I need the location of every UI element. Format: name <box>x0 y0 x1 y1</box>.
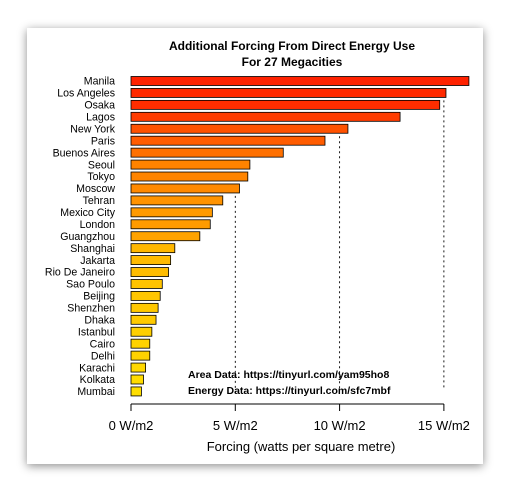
bar-tokyo <box>130 171 249 182</box>
bar-guangzhou <box>130 231 201 242</box>
category-label: Mexico City <box>60 207 115 219</box>
category-label: Manila <box>84 76 115 88</box>
bar-rio-de-janeiro <box>130 267 169 277</box>
bar-manila <box>130 76 470 86</box>
category-label: Karachi <box>79 362 115 374</box>
category-label: Paris <box>91 135 115 147</box>
category-label: Lagos <box>86 112 115 124</box>
bar-shanghai <box>130 243 176 254</box>
category-label: Delhi <box>91 350 115 362</box>
bar-mumbai <box>130 386 142 397</box>
category-label: Dhaka <box>84 315 115 327</box>
category-label: Osaka <box>84 100 115 112</box>
category-label: Mumbai <box>77 386 115 398</box>
bar-los-angeles <box>130 88 447 98</box>
bar-delhi <box>130 350 151 361</box>
bar-london <box>130 219 211 230</box>
x-tick-label: 0 W/m2 <box>109 418 154 433</box>
x-tick-label: 15 W/m2 <box>418 418 470 433</box>
bar-group <box>130 76 470 397</box>
category-label: London <box>80 219 115 231</box>
category-label: Shenzhen <box>67 303 115 315</box>
category-label: Guangzhou <box>60 231 115 243</box>
gridlines <box>234 100 445 390</box>
annotation-area-data: Area Data: https://tinyurl.com/yam95ho8 <box>188 369 389 381</box>
bar-dhaka <box>130 314 157 325</box>
bar-paris <box>130 135 326 146</box>
x-tick-label: 10 W/m2 <box>314 418 366 433</box>
bar-cairo <box>130 338 151 349</box>
bar-shenzhen <box>130 302 159 313</box>
chart-title-line1: Additional Forcing From Direct Energy Us… <box>169 39 415 53</box>
category-label: Los Angeles <box>57 88 115 100</box>
category-label: Seoul <box>88 159 115 171</box>
bar-new-york <box>130 123 349 134</box>
bar-tehran <box>130 195 224 206</box>
chart-title-line2: For 27 Megacities <box>242 55 343 69</box>
category-label: Tehran <box>83 195 115 207</box>
bar-sao-poulo <box>130 279 163 289</box>
bar-jakarta <box>130 255 172 266</box>
bar-karachi <box>130 362 147 373</box>
bar-buenos-aires <box>130 147 284 158</box>
category-label: Shanghai <box>70 243 115 255</box>
bar-kolkata <box>130 374 144 385</box>
bar-moscow <box>130 183 240 194</box>
x-axis: 0 W/m2 5 W/m2 10 W/m2 15 W/m2 <box>109 403 470 433</box>
bar-osaka <box>130 99 441 110</box>
category-label: Buenos Aires <box>53 147 115 159</box>
category-label: Jakarta <box>80 255 115 267</box>
bar-istanbul <box>130 326 153 337</box>
category-label: Moscow <box>76 183 115 195</box>
category-label: New York <box>70 123 115 135</box>
bar-beijing <box>130 291 161 301</box>
bar-lagos <box>130 111 401 122</box>
category-label: Rio De Janeiro <box>45 267 115 279</box>
category-label: Istanbul <box>78 326 115 338</box>
category-label: Cairo <box>90 338 115 350</box>
category-label: Tokyo <box>87 171 115 183</box>
category-label: Kolkata <box>80 374 115 386</box>
x-tick-label: 5 W/m2 <box>213 418 258 433</box>
bar-mexico-city <box>130 207 213 218</box>
annotation-energy-data: Energy Data: https://tinyurl.com/sfc7mbf <box>188 385 391 397</box>
bar-seoul <box>130 159 251 170</box>
category-label: Sao Poulo <box>66 279 115 291</box>
category-label: Beijing <box>83 291 115 303</box>
x-axis-label: Forcing (watts per square metre) <box>207 439 396 454</box>
